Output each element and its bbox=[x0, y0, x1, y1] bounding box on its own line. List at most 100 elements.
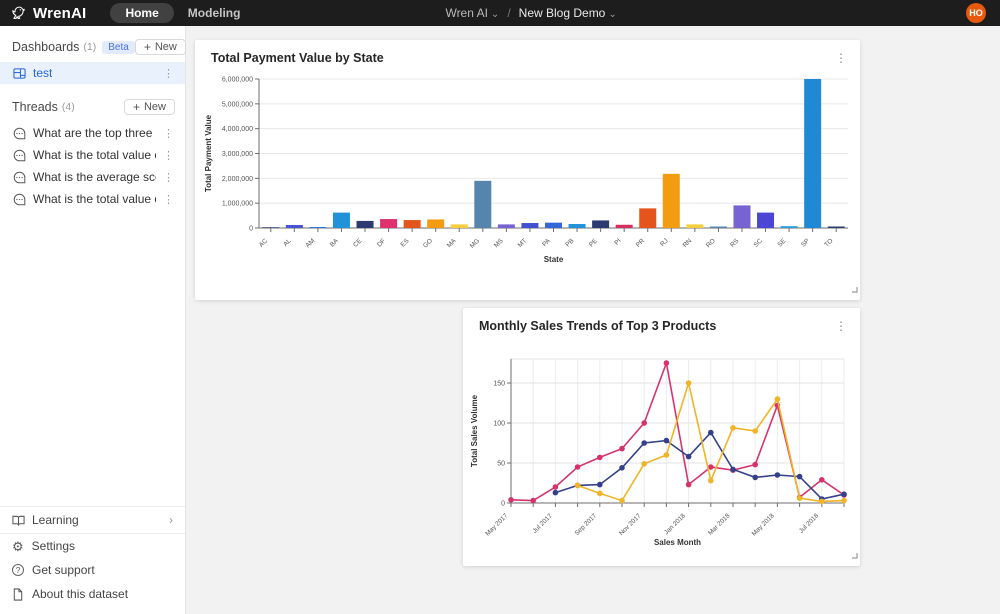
support-label: Get support bbox=[32, 563, 95, 577]
sidebar-item-get-support[interactable]: ? Get support bbox=[0, 558, 185, 582]
resize-handle-icon[interactable] bbox=[849, 546, 858, 564]
thread-item-label: What is the average score of r... bbox=[33, 170, 156, 184]
threads-section-header: Threads (4) + New bbox=[0, 96, 185, 118]
point-series-2-Jun 2018 bbox=[796, 473, 803, 480]
org-switcher[interactable]: Wren AI ⌄ bbox=[445, 6, 500, 20]
bar-PE bbox=[592, 220, 610, 228]
wrenai-logo-icon bbox=[10, 5, 27, 22]
new-dashboard-button[interactable]: + New bbox=[134, 39, 186, 55]
svg-text:DF: DF bbox=[376, 237, 387, 248]
learning-label: Learning bbox=[32, 513, 79, 527]
point-series-2-Oct 2017 bbox=[619, 465, 625, 471]
svg-text:May 2018: May 2018 bbox=[751, 512, 776, 537]
svg-text:0: 0 bbox=[501, 501, 505, 508]
sidebar: Dashboards (1) Beta + New test ⋮ Threads… bbox=[0, 26, 186, 614]
project-switcher[interactable]: New Blog Demo ⌄ bbox=[518, 6, 617, 20]
bar-GO bbox=[427, 219, 445, 228]
chevron-right-icon: › bbox=[169, 513, 173, 527]
svg-text:0: 0 bbox=[249, 226, 253, 233]
point-series-2-Apr 2018 bbox=[752, 474, 758, 481]
svg-text:RO: RO bbox=[705, 237, 717, 249]
bar-CE bbox=[356, 220, 374, 228]
card-more-icon[interactable]: ⋮ bbox=[835, 319, 848, 333]
svg-text:RJ: RJ bbox=[659, 237, 670, 248]
sidebar-item-thread-3[interactable]: What is the average score of r... ⋮ bbox=[0, 166, 185, 188]
point-series-2-Sep 2017 bbox=[597, 481, 603, 488]
svg-text:May 2017: May 2017 bbox=[484, 512, 509, 537]
svg-text:5,000,000: 5,000,000 bbox=[222, 101, 253, 108]
new-thread-button[interactable]: + New bbox=[123, 99, 175, 115]
item-more-icon[interactable]: ⋮ bbox=[163, 67, 175, 80]
svg-text:MG: MG bbox=[469, 237, 481, 249]
svg-text:Sep 2017: Sep 2017 bbox=[574, 512, 599, 537]
gear-icon: ⚙ bbox=[12, 538, 24, 554]
about-label: About this dataset bbox=[32, 587, 129, 601]
point-series-2-May 2018 bbox=[774, 472, 781, 478]
sidebar-item-dashboard-test[interactable]: test ⋮ bbox=[0, 62, 185, 84]
svg-text:AM: AM bbox=[304, 237, 316, 249]
sidebar-item-thread-2[interactable]: What is the total value of paym... ⋮ bbox=[0, 144, 185, 166]
breadcrumb-separator: / bbox=[507, 6, 511, 20]
resize-handle-icon[interactable] bbox=[849, 280, 858, 298]
svg-text:Jul 2018: Jul 2018 bbox=[798, 512, 821, 535]
item-more-icon[interactable]: ⋮ bbox=[163, 127, 175, 140]
svg-text:AL: AL bbox=[282, 237, 293, 248]
svg-text:Mar 2018: Mar 2018 bbox=[707, 512, 732, 537]
breadcrumb: Wren AI ⌄ / New Blog Demo ⌄ bbox=[445, 6, 616, 20]
point-series-3-Jul 2018 bbox=[819, 498, 825, 505]
point-series-3-Sep 2017 bbox=[597, 490, 603, 497]
sidebar-item-about-dataset[interactable]: About this dataset bbox=[0, 582, 185, 606]
svg-text:Total Payment Value: Total Payment Value bbox=[204, 114, 213, 192]
point-series-1-Feb 2018 bbox=[708, 464, 714, 470]
svg-text:MS: MS bbox=[493, 237, 505, 249]
point-series-3-Mar 2018 bbox=[730, 425, 736, 431]
point-series-1-Jun 2017 bbox=[530, 497, 536, 504]
svg-text:ES: ES bbox=[399, 237, 411, 249]
top-bar: WrenAI Home Modeling Wren AI ⌄ / New Blog… bbox=[0, 0, 1000, 26]
point-series-3-Dec 2017 bbox=[663, 452, 670, 458]
bar-PR bbox=[639, 208, 657, 228]
bar-MG bbox=[474, 180, 492, 228]
tab-modeling[interactable]: Modeling bbox=[187, 6, 241, 20]
svg-text:4,000,000: 4,000,000 bbox=[222, 126, 253, 133]
thread-item-label: What is the total value of paym... bbox=[33, 192, 156, 206]
item-more-icon[interactable]: ⋮ bbox=[163, 149, 175, 162]
item-more-icon[interactable]: ⋮ bbox=[163, 193, 175, 206]
svg-text:RS: RS bbox=[729, 237, 741, 249]
point-series-2-Aug 2018 bbox=[841, 491, 847, 497]
svg-text:Total Sales Volume: Total Sales Volume bbox=[470, 394, 479, 467]
book-icon bbox=[12, 515, 25, 526]
svg-text:50: 50 bbox=[497, 461, 505, 468]
svg-text:PR: PR bbox=[635, 237, 647, 249]
plus-icon: + bbox=[132, 100, 140, 114]
sidebar-item-thread-4[interactable]: What is the total value of paym... ⋮ bbox=[0, 188, 185, 210]
dashboards-section-header: Dashboards (1) Beta + New bbox=[0, 36, 186, 58]
point-series-1-Jul 2018 bbox=[819, 477, 825, 483]
chevron-down-icon: ⌄ bbox=[490, 9, 500, 20]
line-chart: 0 50 100 150 May 2017 Jul 2017 Sep 2017 Nov 201… bbox=[470, 358, 847, 547]
point-series-2-Jul 2017 bbox=[552, 489, 559, 496]
item-more-icon[interactable]: ⋮ bbox=[163, 171, 175, 184]
plus-icon: + bbox=[143, 40, 151, 54]
svg-text:Jan 2018: Jan 2018 bbox=[663, 512, 687, 536]
chevron-down-icon: ⌄ bbox=[608, 9, 617, 20]
point-series-2-Nov 2017 bbox=[641, 440, 647, 446]
point-series-3-Aug 2017 bbox=[574, 482, 581, 489]
beta-badge: Beta bbox=[102, 40, 135, 54]
svg-text:Nov 2017: Nov 2017 bbox=[618, 512, 643, 537]
dashboards-count: (1) bbox=[83, 41, 97, 53]
thread-item-label: What is the total value of paym... bbox=[33, 148, 156, 162]
sidebar-item-learning[interactable]: Learning › bbox=[0, 506, 185, 534]
brand[interactable]: WrenAI bbox=[10, 5, 86, 22]
svg-text:State: State bbox=[544, 255, 564, 264]
avatar[interactable]: HO bbox=[966, 3, 986, 23]
thread-list: What are the top three most p...⋮What is… bbox=[0, 122, 185, 210]
bar-ES bbox=[403, 220, 421, 228]
card-more-icon[interactable]: ⋮ bbox=[835, 51, 848, 65]
sidebar-item-thread-1[interactable]: What are the top three most p... ⋮ bbox=[0, 122, 185, 144]
tab-home[interactable]: Home bbox=[110, 3, 174, 23]
sidebar-item-settings[interactable]: ⚙ Settings bbox=[0, 534, 185, 558]
thread-item-label: What are the top three most p... bbox=[33, 126, 156, 140]
svg-text:RN: RN bbox=[682, 237, 694, 249]
chat-bubble-icon bbox=[13, 193, 26, 205]
